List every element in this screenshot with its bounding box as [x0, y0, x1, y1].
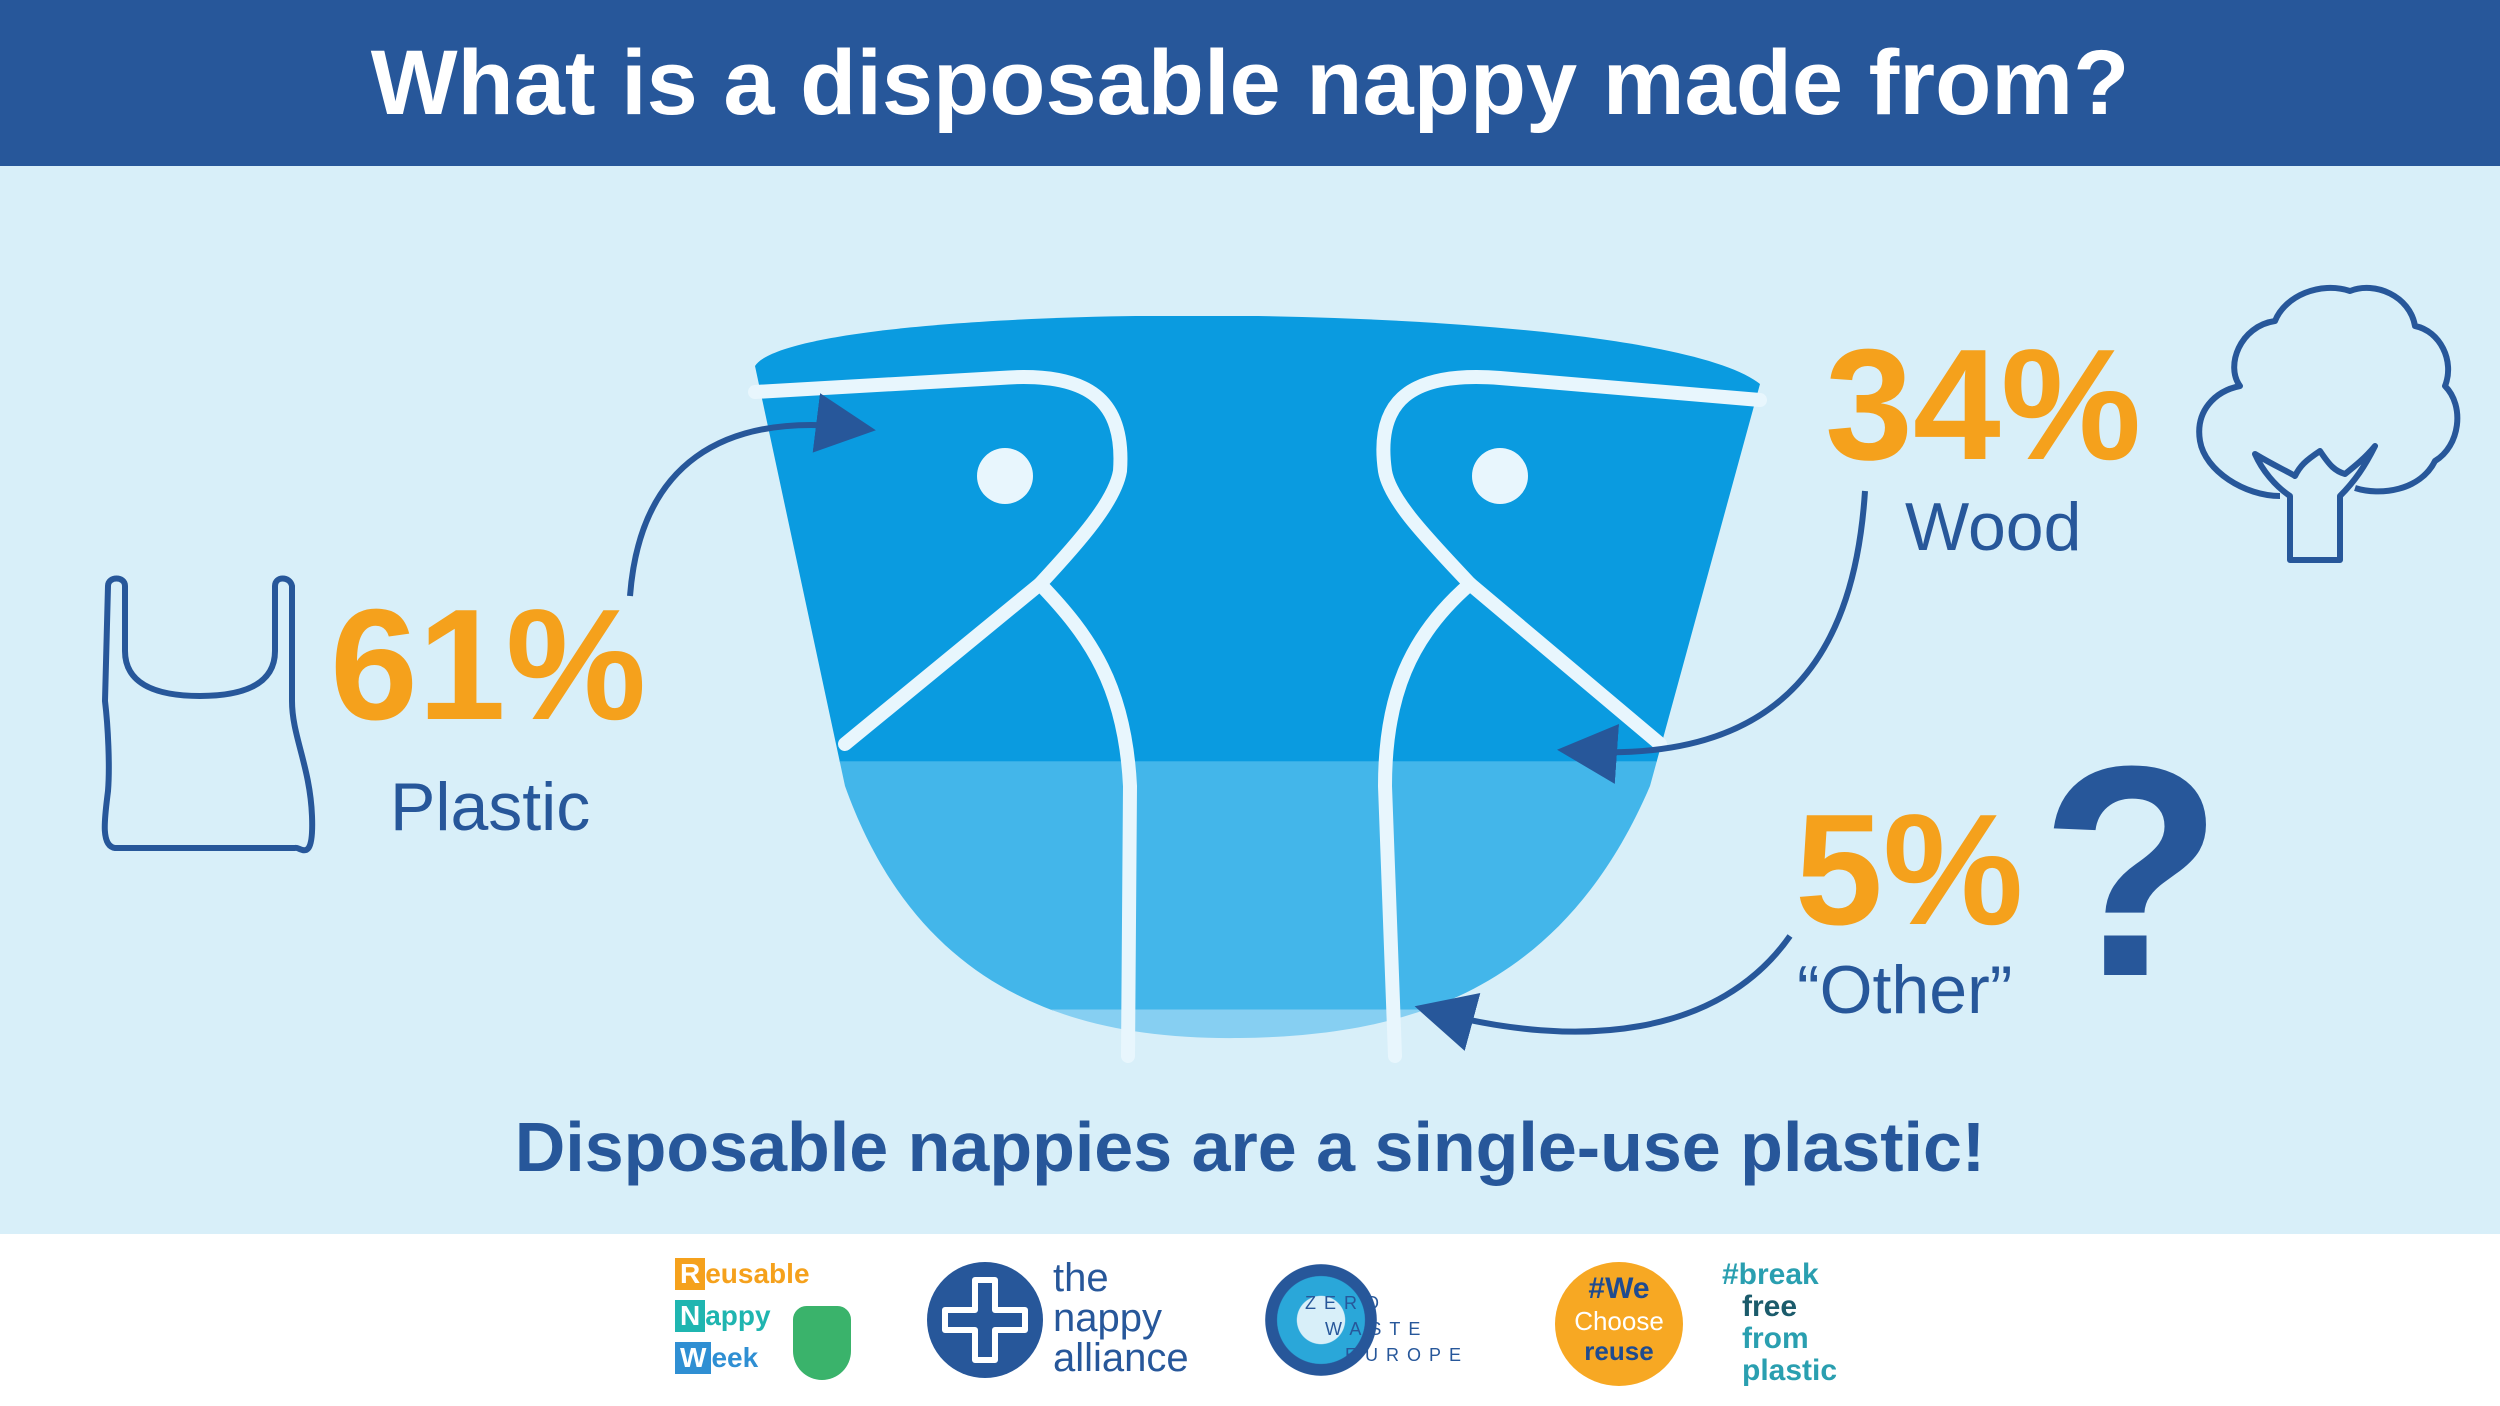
logo-text: EUROPE [1345, 1345, 1470, 1365]
we-choose-reuse-logo: #We Choose reuse [1555, 1262, 1683, 1386]
logo-letter-w: W [675, 1342, 712, 1374]
logo-text: reuse [1584, 1336, 1654, 1366]
logo-text: nappy [1053, 1296, 1162, 1340]
nappy-outline [748, 370, 1767, 1063]
other-label: “Other” [1797, 952, 2013, 1028]
logo-letter-r: R [675, 1258, 706, 1290]
tab-hole-right [1472, 448, 1528, 504]
other-percent: 5% [1795, 782, 2024, 958]
wood-arrow [1557, 490, 1868, 784]
nappy-shape [755, 316, 1760, 1039]
logo-text: Choose [1574, 1306, 1664, 1336]
logo-text: #break [1722, 1258, 1819, 1291]
plus-circle-icon [927, 1262, 1043, 1378]
other-arrow [1414, 934, 1793, 1051]
logo-text: #We [1588, 1272, 1650, 1305]
logo-text: the [1053, 1256, 1109, 1300]
header-banner: What is a disposable nappy made from? [0, 0, 2500, 166]
logo-letter-n: N [675, 1300, 706, 1332]
dotted-circle-icon [1265, 1264, 1377, 1376]
logo-text: ZERO [1305, 1293, 1388, 1313]
nappy-alliance-logo: the nappy alliance [925, 1256, 1225, 1380]
zero-waste-europe-logo: ZERO WASTE EUROPE [1265, 1264, 1505, 1384]
plastic-percent: 61% [330, 577, 647, 753]
logo-text: from [1742, 1322, 1809, 1355]
tree-icon [2196, 284, 2461, 563]
globe-nappy-icon [793, 1306, 851, 1380]
plastic-bag-icon [101, 575, 316, 854]
page-title: What is a disposable nappy made from? [370, 31, 2130, 134]
logo-text: free [1742, 1290, 1798, 1323]
wood-percent: 34% [1825, 317, 2142, 493]
share-band-wood [755, 761, 1760, 1011]
logo-text: eusable [705, 1258, 810, 1289]
wood-label: Wood [1905, 489, 2082, 565]
nappy-chart [101, 284, 2461, 1063]
plastic-arrow [627, 393, 876, 597]
infographic-panel: 61% Plastic 34% Wood 5% “Other” ? [0, 166, 2500, 1234]
tagline: Disposable nappies are a single-use plas… [514, 1108, 1986, 1186]
logo-text: plastic [1742, 1354, 1838, 1387]
logo-text: eek [711, 1342, 759, 1373]
plastic-label: Plastic [390, 769, 591, 845]
logo-text: WASTE [1325, 1319, 1429, 1339]
tab-hole-left [977, 448, 1033, 504]
break-free-from-plastic-logo: #break free from plastic [1722, 1260, 1882, 1390]
logo-text: appy [705, 1300, 771, 1331]
logo-text: alliance [1053, 1336, 1189, 1380]
question-mark-icon: ? [2040, 703, 2224, 1039]
